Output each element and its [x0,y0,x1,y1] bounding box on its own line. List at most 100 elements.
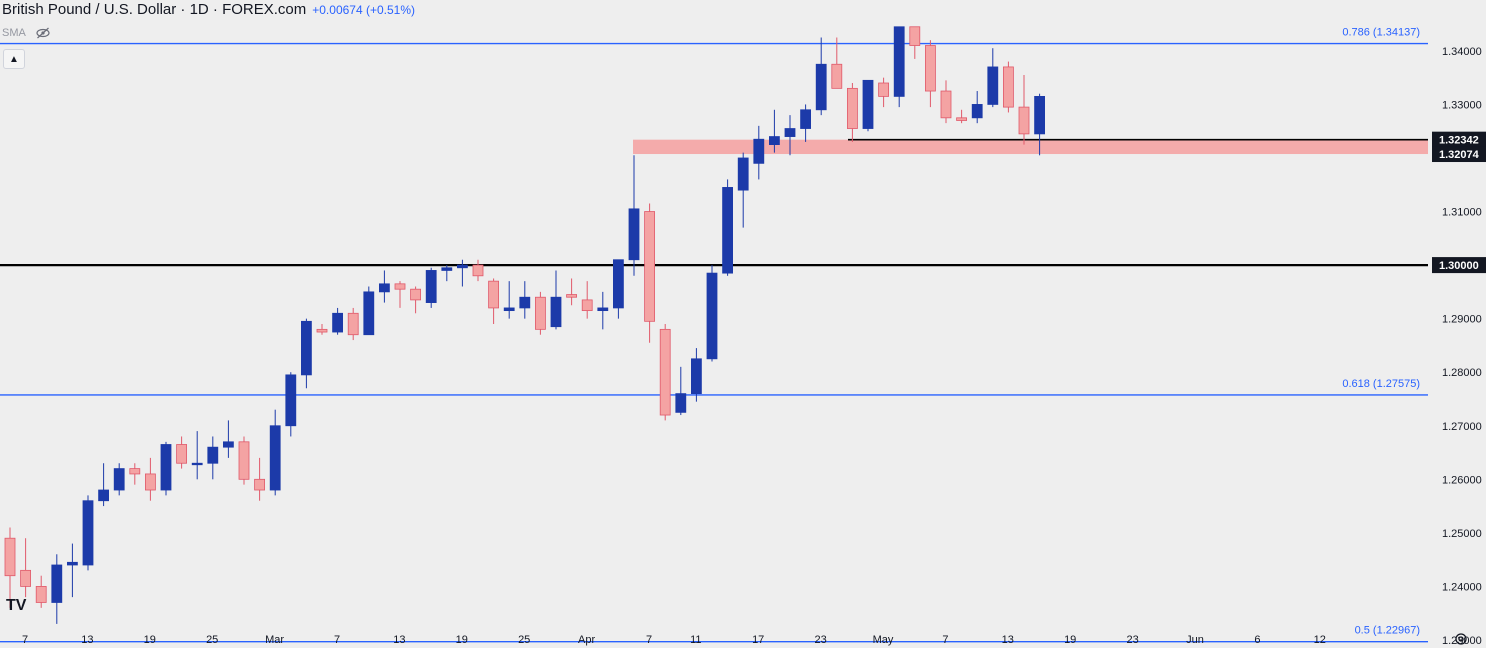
candle [269,409,281,496]
candle [706,265,718,362]
candle-body [176,444,188,464]
candle [878,77,889,108]
x-tick-label: May [873,634,894,646]
candle-body [878,82,889,97]
logo-text: TV [6,597,27,612]
price-badge-bg [1432,131,1486,148]
x-tick-label: 13 [1002,634,1014,646]
candle [847,83,858,142]
candle [441,265,453,282]
candle [207,436,219,480]
fib-label: 0.786 (1.34137) [1342,27,1420,39]
candle [644,203,655,343]
candle-body [378,283,390,293]
price-change: +0.00674 (+0.51%) [312,3,415,17]
chevron-up-icon[interactable]: ▲ [3,49,25,69]
candle-body [909,26,921,46]
y-tick-label: 1.26000 [1442,474,1482,486]
candle [1003,61,1014,113]
price-badge: 1.30000 [1439,260,1479,272]
candle [769,109,780,153]
candle [1034,93,1045,156]
chart-header: British Pound / U.S. Dollar · 1D · FOREX… [2,1,415,18]
candle-body [722,187,733,274]
candle-body [691,358,702,395]
chart-title: British Pound / U.S. Dollar · 1D · FOREX… [2,1,307,18]
candle-body [160,444,172,491]
candle [550,270,562,330]
candle [254,457,266,501]
candle [488,278,500,324]
candle [691,348,702,402]
candle-body [1018,106,1030,135]
candle [987,48,999,108]
candle [675,366,687,416]
candle-body [706,272,718,360]
candle [737,152,749,228]
candle-body [644,211,655,322]
candle [925,40,936,108]
x-tick-label: 13 [81,634,93,646]
candle [503,281,515,319]
x-tick-label: 19 [144,634,156,646]
candle-body [1003,66,1014,108]
x-tick-label: 6 [1254,634,1260,646]
candle-body [628,208,640,261]
x-tick-label: 25 [206,634,218,646]
candle [784,115,796,156]
y-tick-label: 1.34000 [1442,46,1482,58]
x-tick-label: 13 [393,634,405,646]
y-tick-label: 1.28000 [1442,367,1482,379]
candle-body [254,478,266,491]
candle-body [425,270,437,303]
candle-body [316,328,328,333]
candle-body [769,136,780,145]
fib-label: 0.618 (1.27575) [1342,378,1420,390]
candle [191,431,203,480]
candle [238,436,250,485]
candle-body [456,264,468,269]
candle-body [550,296,562,328]
x-tick-label: 7 [22,634,28,646]
x-tick-label: 23 [1126,634,1138,646]
candle-body [410,288,422,301]
y-tick-label: 1.29000 [1442,314,1482,326]
candle-body [98,489,109,502]
candle-body [815,63,827,111]
candle [956,109,967,124]
candle [98,463,109,507]
candle-body [613,259,624,309]
candle-body [535,296,546,330]
candle-body [800,109,811,129]
candle-body [862,79,874,129]
y-tick-label: 1.31000 [1442,207,1482,219]
candle [316,324,328,335]
support-zone [633,139,1428,155]
candle-body [831,63,843,89]
candle-body [940,90,952,119]
candle [425,267,437,308]
x-tick-label: Mar [265,634,284,646]
candle [940,80,952,124]
candle-body [956,117,967,121]
candle [35,575,47,608]
candle [659,324,671,421]
candle-body [597,307,609,312]
candle [597,291,609,330]
candle-body [222,441,234,448]
candle-body [925,45,936,92]
candle-body [67,561,78,566]
eye-off-icon[interactable] [35,27,51,39]
candle-body [300,320,312,376]
candle-body [191,462,203,466]
x-tick-label: 12 [1314,634,1326,646]
candle-body [113,468,125,491]
y-tick-label: 1.25000 [1442,528,1482,540]
candle-body [488,280,500,309]
fib-label: 0.5 (1.22967) [1355,625,1420,637]
candle [581,281,593,319]
candle [332,307,344,335]
gear-icon[interactable] [1454,632,1468,646]
candle [566,278,577,306]
indicator-label[interactable]: SMA [2,27,26,39]
